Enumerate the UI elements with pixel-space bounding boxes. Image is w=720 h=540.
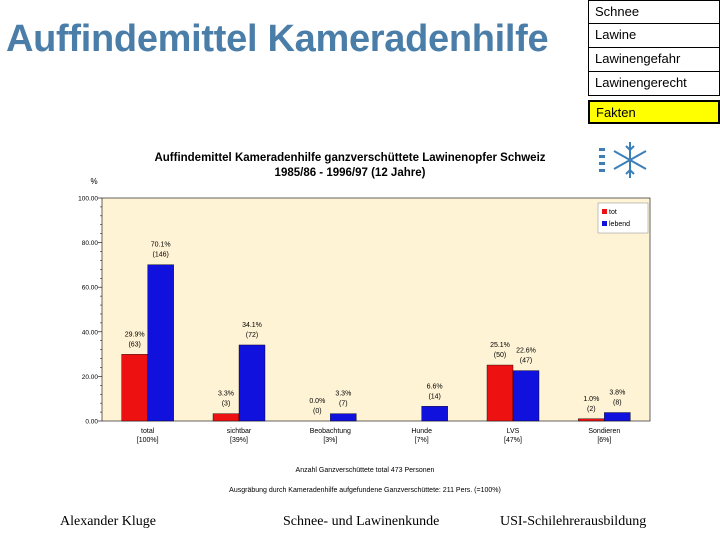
nav-item-schnee[interactable]: Schnee [588, 0, 720, 24]
nav-item-lawinengerecht[interactable]: Lawinengerecht [588, 72, 720, 96]
data-label-count: (7) [339, 401, 348, 408]
data-labels: 29.9% (63) 70.1% (146) 3.3% (3) 34.1% (72) 0.0% (… [125, 242, 626, 415]
data-label-count: (146) [152, 252, 168, 259]
page-title: Auffindemittel Kameradenhilfe [6, 18, 549, 60]
data-label-count: (0) [313, 408, 322, 415]
y-tick-label: 0.00 [85, 419, 98, 426]
footer-course: Schnee- und Lawinenkunde [283, 514, 440, 529]
data-label-count: (72) [246, 332, 258, 339]
y-axis: 0.00 20.00 40.00 60.00 80.00 100.00 [78, 196, 102, 426]
chart-note-total: Anzahl Ganzverschüttete total 473 Person… [296, 467, 435, 474]
data-label-count: (63) [128, 341, 140, 348]
data-label-count: (47) [520, 358, 532, 365]
bar-lebend-Hunde [421, 406, 448, 422]
y-tick-label: 40.00 [82, 329, 99, 336]
nav-item-fakten[interactable]: Fakten [588, 100, 720, 124]
chart-title: Auffindemittel Kameradenhilfe ganzversch… [154, 152, 545, 164]
footer-program: USI-Schilehrerausbildung [500, 514, 647, 529]
bar-series [121, 264, 631, 422]
data-label: 3.8% [609, 390, 625, 397]
x-tick-sublabel: [47%] [504, 437, 522, 444]
data-label-count: (2) [587, 406, 596, 413]
legend: tot lebend [597, 202, 649, 234]
bar-tot-LVS [486, 364, 514, 422]
bar-lebend-Sondieren [604, 412, 631, 422]
data-label: 29.9% [125, 331, 145, 338]
x-tick-label: sichtbar [227, 428, 252, 435]
data-label: 3.3% [335, 391, 351, 398]
nav-menu: Schnee Lawine Lawinengefahr Lawinengerec… [588, 0, 720, 124]
x-tick-label: Sondieren [588, 428, 620, 435]
x-tick-sublabel: [100%] [137, 437, 159, 444]
bar-lebend-Beobachtung [330, 413, 357, 422]
x-tick-label: LVS [507, 428, 520, 435]
nav-item-lawine[interactable]: Lawine [588, 24, 720, 48]
legend-label-lebend: lebend [609, 221, 630, 228]
y-tick-label: 60.00 [82, 285, 99, 292]
data-label-count: (8) [613, 400, 622, 407]
x-tick-sublabel: [7%] [415, 437, 429, 444]
legend-swatch-tot [602, 209, 607, 214]
x-tick-sublabel: [3%] [323, 437, 337, 444]
data-label: 3.3% [218, 391, 234, 398]
chart-subtitle: 1985/86 - 1996/97 (12 Jahre) [275, 167, 426, 179]
nav-item-lawinengefahr[interactable]: Lawinengefahr [588, 48, 720, 72]
x-tick-label: Beobachtung [310, 428, 351, 435]
legend-swatch-lebend [602, 221, 607, 226]
x-tick-label: total [141, 428, 155, 435]
x-axis: total [100%] sichtbar [39%] Beobachtung [3%] H… [137, 428, 621, 444]
data-label: 25.1% [490, 342, 510, 349]
data-label: 34.1% [242, 322, 262, 329]
bar-lebend-total [147, 264, 174, 422]
y-tick-label: 100.00 [78, 196, 98, 203]
data-label: 1.0% [583, 396, 599, 403]
x-tick-sublabel: [39%] [230, 437, 248, 444]
data-label: 6.6% [427, 383, 443, 390]
data-label: 70.1% [151, 242, 171, 249]
data-label-count: (50) [494, 352, 506, 359]
bar-tot-total [121, 354, 148, 422]
x-tick-label: Hunde [411, 428, 432, 435]
bar-tot-Sondieren [578, 418, 605, 422]
y-axis-label: % [90, 177, 97, 186]
chart-note-ausgrabung: Ausgräbung durch Kameradenhilfe aufgefun… [229, 487, 501, 494]
y-tick-label: 80.00 [82, 240, 99, 247]
bar-tot-sichtbar [212, 413, 240, 422]
plot-area [101, 197, 651, 422]
footer-author: Alexander Kluge [60, 514, 157, 529]
data-label: 22.6% [516, 348, 536, 355]
bar-lebend-LVS [512, 370, 540, 422]
legend-label-tot: tot [609, 209, 617, 216]
data-label: 0.0% [309, 398, 325, 405]
snowflake-icon [599, 142, 647, 178]
x-tick-sublabel: [6%] [597, 437, 611, 444]
data-label-count: (14) [428, 393, 440, 400]
data-label-count: (3) [222, 401, 231, 408]
bar-lebend-sichtbar [238, 344, 266, 422]
y-tick-label: 20.00 [82, 374, 99, 381]
